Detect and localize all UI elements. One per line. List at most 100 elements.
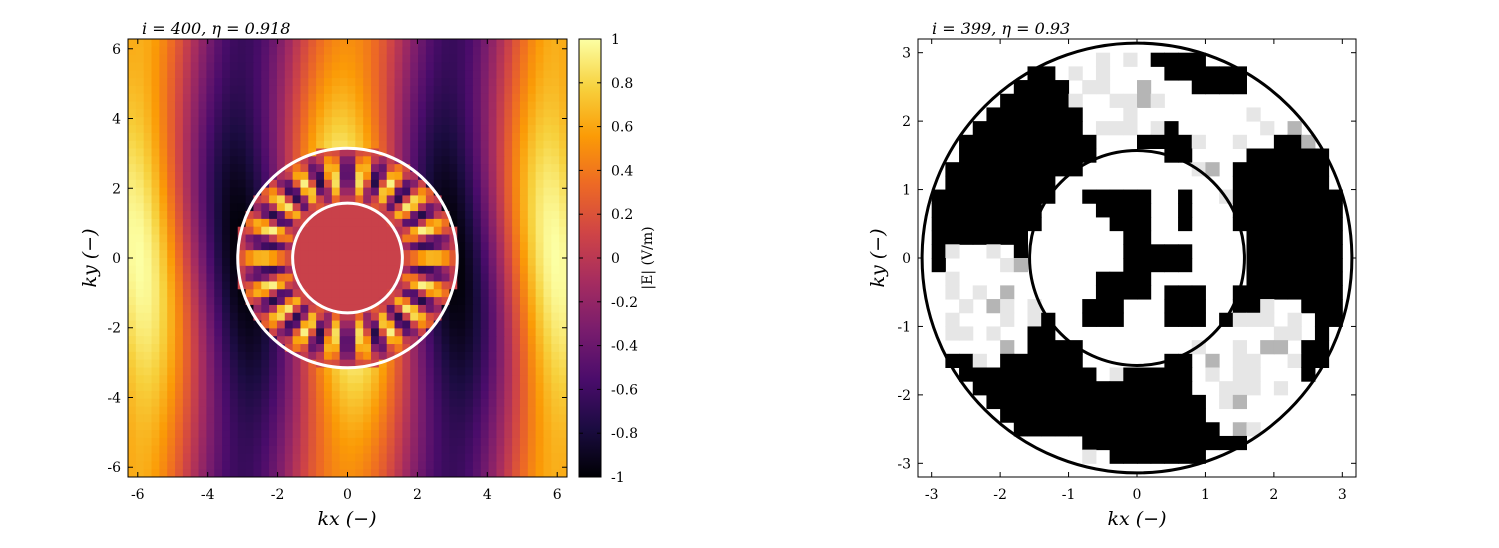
heat-cell xyxy=(378,203,388,212)
density-cell xyxy=(1123,394,1138,410)
heat-cell xyxy=(496,430,505,439)
density-cell xyxy=(1068,66,1083,81)
density-cell xyxy=(1137,80,1152,95)
heat-cell xyxy=(222,156,231,165)
heat-cell xyxy=(519,398,529,408)
heat-cell xyxy=(175,328,184,337)
heat-cell xyxy=(284,54,294,64)
heat-cell xyxy=(394,359,403,369)
heat-cell xyxy=(410,344,419,353)
heat-cell xyxy=(543,125,552,134)
heat-cell xyxy=(190,453,200,462)
density-cell xyxy=(1260,203,1275,218)
heat-cell xyxy=(261,70,270,79)
heat-cell xyxy=(363,101,372,110)
colorbar-tick-label: -1 xyxy=(611,470,625,486)
heat-cell xyxy=(261,93,270,103)
heat-cell xyxy=(128,93,137,103)
heat-cell xyxy=(190,336,200,345)
heat-cell xyxy=(222,93,231,103)
heat-cell xyxy=(378,265,388,275)
heat-cell xyxy=(245,242,255,251)
heat-cell xyxy=(378,273,388,283)
density-cell xyxy=(1273,189,1289,204)
heat-cell xyxy=(441,406,451,416)
heat-cell xyxy=(433,453,443,462)
heat-cell xyxy=(167,406,176,416)
heat-cell xyxy=(167,398,176,408)
heat-cell xyxy=(402,156,411,165)
heat-cell xyxy=(222,109,231,118)
heat-cell xyxy=(496,406,505,416)
heat-cell xyxy=(135,39,145,48)
heat-cell xyxy=(229,398,239,408)
heat-cell xyxy=(190,281,200,290)
heat-cell xyxy=(151,164,160,173)
heat-cell xyxy=(425,336,435,345)
heat-cell xyxy=(253,62,262,71)
heat-cell xyxy=(410,273,419,283)
heat-cell xyxy=(394,414,403,423)
left-y-axis-label: ky (−) xyxy=(79,228,101,287)
heat-cell xyxy=(175,187,184,197)
heat-cell xyxy=(457,187,466,197)
heat-cell xyxy=(143,226,153,236)
heat-cell xyxy=(465,312,474,322)
heat-cell xyxy=(308,62,317,71)
heat-cell xyxy=(206,109,215,118)
heat-cell xyxy=(535,203,545,212)
heat-cell xyxy=(559,156,567,165)
density-cell xyxy=(1205,66,1220,81)
heat-cell xyxy=(488,148,498,157)
heat-cell xyxy=(457,265,466,275)
heat-cell xyxy=(339,265,349,275)
density-cell xyxy=(1054,353,1070,368)
heat-cell xyxy=(465,281,474,290)
density-cell xyxy=(1095,435,1111,451)
heat-cell xyxy=(402,453,411,462)
heat-cell xyxy=(292,78,302,87)
heat-cell xyxy=(198,390,207,400)
heat-cell xyxy=(276,344,286,353)
heat-cell xyxy=(496,320,505,329)
density-cell xyxy=(1027,189,1042,204)
heat-cell xyxy=(135,367,145,376)
heat-cell xyxy=(355,125,364,134)
heat-cell xyxy=(378,406,388,416)
density-cell xyxy=(1054,408,1070,423)
heat-cell xyxy=(386,101,396,110)
heat-cell xyxy=(519,54,529,64)
heat-cell xyxy=(371,62,380,71)
heat-cell xyxy=(402,39,411,48)
heat-cell xyxy=(237,195,247,204)
heat-cell xyxy=(441,62,451,71)
heat-cell xyxy=(433,312,443,322)
heat-cell xyxy=(441,195,451,204)
heat-cell xyxy=(402,328,411,337)
heat-cell xyxy=(441,187,451,197)
heat-cell xyxy=(363,344,372,353)
heat-cell xyxy=(410,461,419,470)
heat-cell xyxy=(519,132,529,142)
heat-cell xyxy=(190,101,200,110)
heat-cell xyxy=(543,445,552,455)
heat-cell xyxy=(363,117,372,126)
heat-cell xyxy=(206,117,215,126)
heat-cell xyxy=(229,54,239,64)
heat-cell xyxy=(378,101,388,110)
heat-cell xyxy=(222,453,231,462)
heat-cell xyxy=(198,359,207,369)
heat-cell xyxy=(504,453,513,462)
heat-cell xyxy=(229,304,239,314)
heat-cell xyxy=(229,179,239,189)
density-cell xyxy=(1041,148,1056,163)
heat-cell xyxy=(135,140,145,150)
heat-cell xyxy=(206,203,215,212)
heat-cell xyxy=(527,54,537,64)
heat-cell xyxy=(457,101,466,110)
heat-cell xyxy=(261,430,270,439)
heat-cell xyxy=(206,398,215,408)
heat-cell xyxy=(410,195,419,204)
chart0-y-tick-label: -4 xyxy=(107,390,121,406)
heat-cell xyxy=(182,39,192,48)
